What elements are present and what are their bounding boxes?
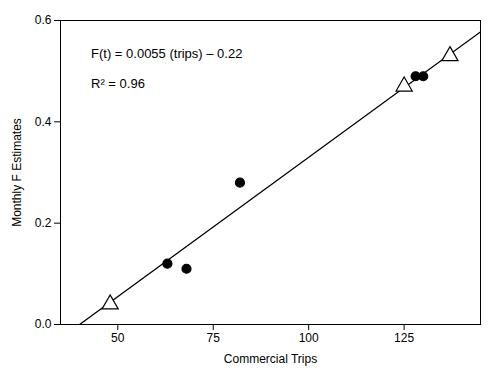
- svg-text:0.4: 0.4: [35, 115, 52, 129]
- svg-text:0.0: 0.0: [35, 317, 52, 331]
- svg-text:100: 100: [299, 331, 319, 345]
- svg-text:0.2: 0.2: [35, 216, 52, 230]
- svg-text:125: 125: [394, 331, 414, 345]
- svg-text:Commercial Trips: Commercial Trips: [224, 352, 317, 366]
- svg-text:Monthly F Estimates: Monthly F Estimates: [10, 118, 24, 227]
- svg-text:F(t) = 0.0055 (trips) – 0.22: F(t) = 0.0055 (trips) – 0.22: [91, 46, 242, 61]
- svg-text:50: 50: [111, 331, 125, 345]
- svg-text:0.6: 0.6: [35, 13, 52, 27]
- svg-text:75: 75: [207, 331, 221, 345]
- svg-text:R² = 0.96: R² = 0.96: [91, 76, 145, 91]
